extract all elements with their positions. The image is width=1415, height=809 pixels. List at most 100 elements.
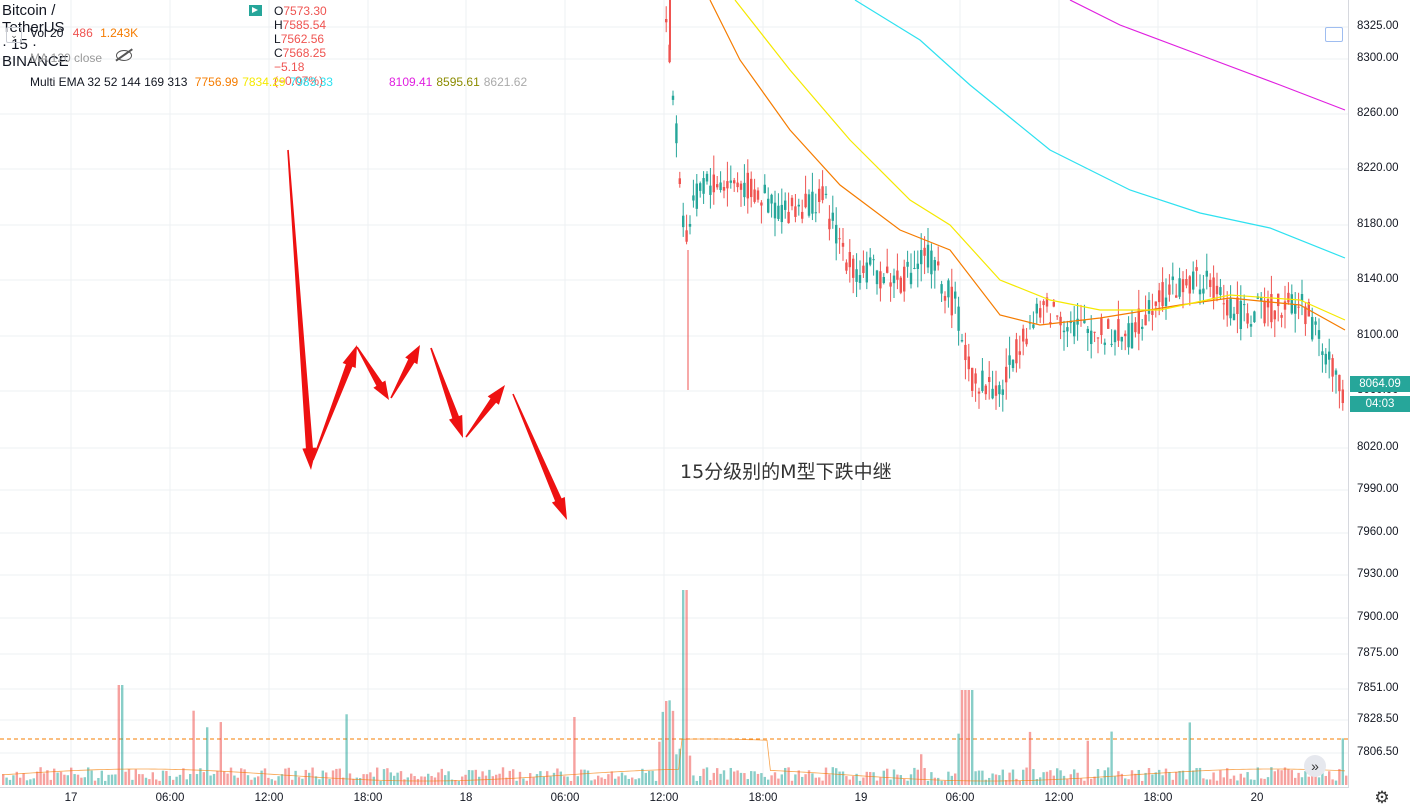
screenshot-icon[interactable] [1325, 27, 1343, 42]
gear-icon[interactable]: ⚙ [1374, 788, 1390, 807]
candle-body [994, 385, 998, 396]
volume-bar [42, 773, 46, 785]
volume-bar [1066, 779, 1069, 785]
symbol-title[interactable]: Bitcoin / TetherUS · 15 · BINANCE [2, 2, 69, 70]
candle-body [787, 211, 790, 224]
time-tick: 17 [64, 792, 78, 804]
volume-bar [515, 780, 518, 785]
volume-bar [287, 767, 290, 785]
chart-canvas[interactable] [0, 0, 1349, 788]
volume-bar [1195, 768, 1198, 785]
volume-bar [940, 780, 943, 785]
candle-body [1185, 278, 1188, 286]
volume-bar [464, 774, 467, 785]
candle-body [1158, 290, 1161, 303]
volume-bar [155, 779, 158, 785]
candle-body [773, 202, 777, 219]
candle-body [1093, 331, 1096, 333]
vol-indicator[interactable]: Vol 20 486 1.243K [30, 26, 139, 40]
volume-bar [165, 770, 168, 785]
volume-bar [76, 774, 80, 785]
volume-bar [875, 780, 879, 785]
candle-body [1141, 326, 1144, 329]
volume-bar [692, 775, 695, 785]
volume-bar [369, 772, 372, 785]
volume-bar [246, 775, 250, 785]
volume-bar [695, 780, 698, 785]
volume-bar [1297, 772, 1300, 785]
volume-bar [552, 772, 556, 785]
volume-bar [899, 775, 902, 785]
volume-bar [301, 778, 304, 785]
candle-body [1260, 297, 1263, 302]
volume-bar [199, 768, 202, 785]
candle-body [784, 200, 787, 210]
candle-body [1049, 322, 1052, 325]
volume-bar [161, 770, 165, 785]
candle-body [760, 202, 763, 206]
volume-bar [274, 780, 277, 785]
ema-indicator[interactable]: Multi EMA 32 52 144 169 313 7756.99 7834.… [30, 75, 528, 89]
volume-bar [743, 773, 746, 785]
volume-bar [753, 771, 756, 785]
candle-body [889, 282, 892, 287]
volume-bar [1236, 780, 1239, 785]
volume-bar [403, 779, 406, 785]
volume-bar [807, 770, 811, 785]
red-arrow [512, 393, 567, 520]
candle-body [1202, 288, 1205, 294]
volume-bar [879, 777, 882, 785]
volume-bar [39, 767, 42, 785]
volume-bar [328, 779, 331, 785]
volume-bar [566, 776, 569, 785]
volume-bar [1307, 776, 1310, 785]
volume-bar [1171, 779, 1174, 785]
volume-bar [236, 777, 239, 785]
candle-body [1032, 324, 1035, 328]
time-tick: 12:00 [649, 792, 679, 804]
price-axis[interactable]: 8325.00 8300.00 8260.00 8220.00 8180.00 8140.… [1349, 0, 1415, 809]
volume-bar [1035, 778, 1038, 785]
volume-bar [1215, 780, 1219, 785]
candle-body [1328, 351, 1331, 360]
volume-bar [654, 780, 658, 785]
volume-bar [733, 771, 736, 785]
volume-bar [450, 779, 454, 785]
collapse-legend-button[interactable]: ⌄ [6, 27, 22, 43]
ema-value: 7983.33 [289, 75, 333, 89]
volume-bar [855, 773, 858, 785]
volume-bar [1328, 771, 1331, 785]
volume-bar [87, 767, 90, 785]
candle-body [1294, 304, 1297, 314]
red-arrow [356, 346, 389, 400]
volume-bar [943, 780, 947, 785]
volume-bar [1209, 779, 1212, 785]
volume-bar [682, 590, 685, 785]
volume-bar [685, 590, 688, 785]
volume-bar [1001, 769, 1004, 785]
volume-bar [1229, 778, 1232, 785]
candle-body [1062, 330, 1066, 333]
volume-bar [73, 774, 76, 785]
candle-body [1253, 311, 1256, 323]
time-tick: 20 [1250, 792, 1264, 804]
volume-bar [1192, 770, 1195, 785]
candle-body [1110, 343, 1113, 345]
volume-bar [539, 771, 542, 785]
candle-body [682, 215, 685, 228]
ma-indicator[interactable]: MA 120 close [30, 51, 103, 65]
candle-body [814, 212, 817, 214]
scroll-to-realtime-button[interactable]: » [1304, 755, 1326, 777]
volume-bar [903, 779, 906, 785]
ema-line [734, 0, 1346, 321]
volume-bar [1260, 778, 1263, 785]
volume-bar [665, 701, 668, 785]
candle-body [913, 267, 916, 269]
candle-body [1073, 321, 1076, 337]
volume-bar [620, 772, 624, 785]
hidden-eye-icon[interactable] [116, 50, 132, 61]
candle-body [1052, 301, 1055, 307]
candle-body [852, 258, 855, 278]
time-axis[interactable]: 17 06:00 12:00 18:00 18 06:00 12:00 18:00 19 06:0… [0, 788, 1349, 809]
volume-bar [396, 772, 399, 785]
